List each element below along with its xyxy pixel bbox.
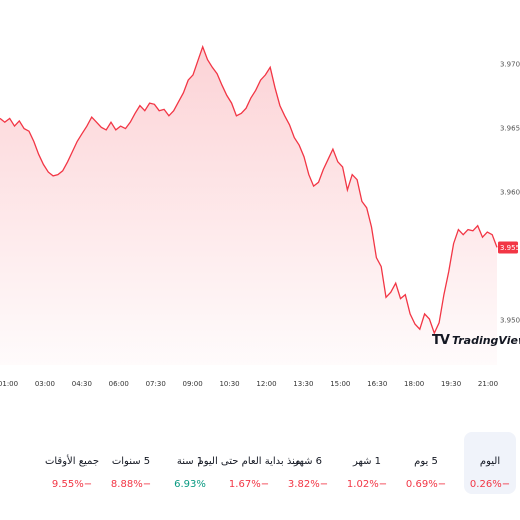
period-tab-4[interactable]: منذ بداية العام حتى اليوم 1.67%− (198, 432, 301, 494)
tradingview-logo-text: TradingView (451, 334, 520, 347)
period-change-value: 8.88%− (110, 479, 152, 490)
x-tick-label: 15:00 (330, 380, 350, 388)
price-chart[interactable]: 3.9700 3.9650 3.9600 3.9500 3.9557 01:00 03:00… (0, 0, 520, 400)
chart-canvas[interactable]: 3.9700 3.9650 3.9600 3.9500 3.9557 01:00 03:00… (0, 0, 520, 400)
x-tick-label: 16:30 (367, 380, 387, 388)
x-tick-label: 01:00 (0, 380, 18, 388)
period-tab-3[interactable]: 6 شهر 3.82%− (276, 432, 340, 494)
period-tab-5[interactable]: 1 سنة 6.93% (158, 432, 222, 494)
x-tick-label: 21:00 (478, 380, 498, 388)
period-change-value: 6.93% (174, 479, 206, 490)
period-label: 1 شهر (352, 456, 382, 467)
performance-periods: اليوم 0.26%− 5 يوم 0.69%− 1 شهر 1.02%− 6 شهر 3.… (0, 432, 520, 520)
last-price-badge (498, 241, 518, 254)
x-tick-label: 19:30 (441, 380, 461, 388)
x-tick-label: 04:30 (72, 380, 92, 388)
price-area-fill (0, 46, 497, 366)
period-label: جميع الأوقات (44, 456, 100, 467)
period-label: منذ بداية العام حتى اليوم (197, 456, 301, 467)
period-tab-6[interactable]: 5 سنوات 8.88%− (99, 432, 163, 494)
x-tick-label: 12:00 (256, 380, 276, 388)
x-tick-label: 07:30 (146, 380, 166, 388)
y-tick-label: 3.9500 (500, 316, 520, 324)
period-change-value: 1.67%− (228, 479, 270, 490)
tradingview-logo[interactable]: TV TradingView (432, 333, 520, 348)
period-tab-1[interactable]: 5 يوم 0.69%− (394, 432, 458, 494)
y-tick-label: 3.9700 (500, 61, 520, 69)
period-label: 6 شهر (293, 456, 323, 467)
x-tick-label: 13:30 (293, 380, 313, 388)
x-tick-label: 10:30 (219, 380, 239, 388)
period-tab-0[interactable]: اليوم 0.26%− (464, 432, 516, 494)
price-line (0, 44, 498, 335)
period-tab-7[interactable]: جميع الأوقات 9.55%− (40, 432, 104, 494)
period-change-value: 0.26%− (469, 479, 511, 490)
period-tab-2[interactable]: 1 شهر 1.02%− (335, 432, 399, 494)
x-tick-label: 09:00 (183, 380, 203, 388)
last-price-label: 3.9557 (500, 244, 520, 252)
period-label: 1 سنة (176, 456, 204, 467)
x-tick-label: 03:00 (35, 380, 55, 388)
period-label: اليوم (479, 456, 501, 467)
x-tick-label: 18:00 (404, 380, 424, 388)
period-change-value: 1.02%− (346, 479, 388, 490)
y-tick-label: 3.9650 (500, 125, 520, 133)
period-change-value: 3.82%− (287, 479, 329, 490)
y-tick-label: 3.9600 (500, 189, 520, 197)
period-label: 5 سنوات (111, 456, 151, 467)
tradingview-logo-icon: TV (432, 333, 450, 348)
period-change-value: 0.69%− (405, 479, 447, 490)
period-label: 5 يوم (414, 456, 438, 467)
period-change-value: 9.55%− (51, 479, 93, 490)
x-tick-label: 06:00 (109, 380, 129, 388)
